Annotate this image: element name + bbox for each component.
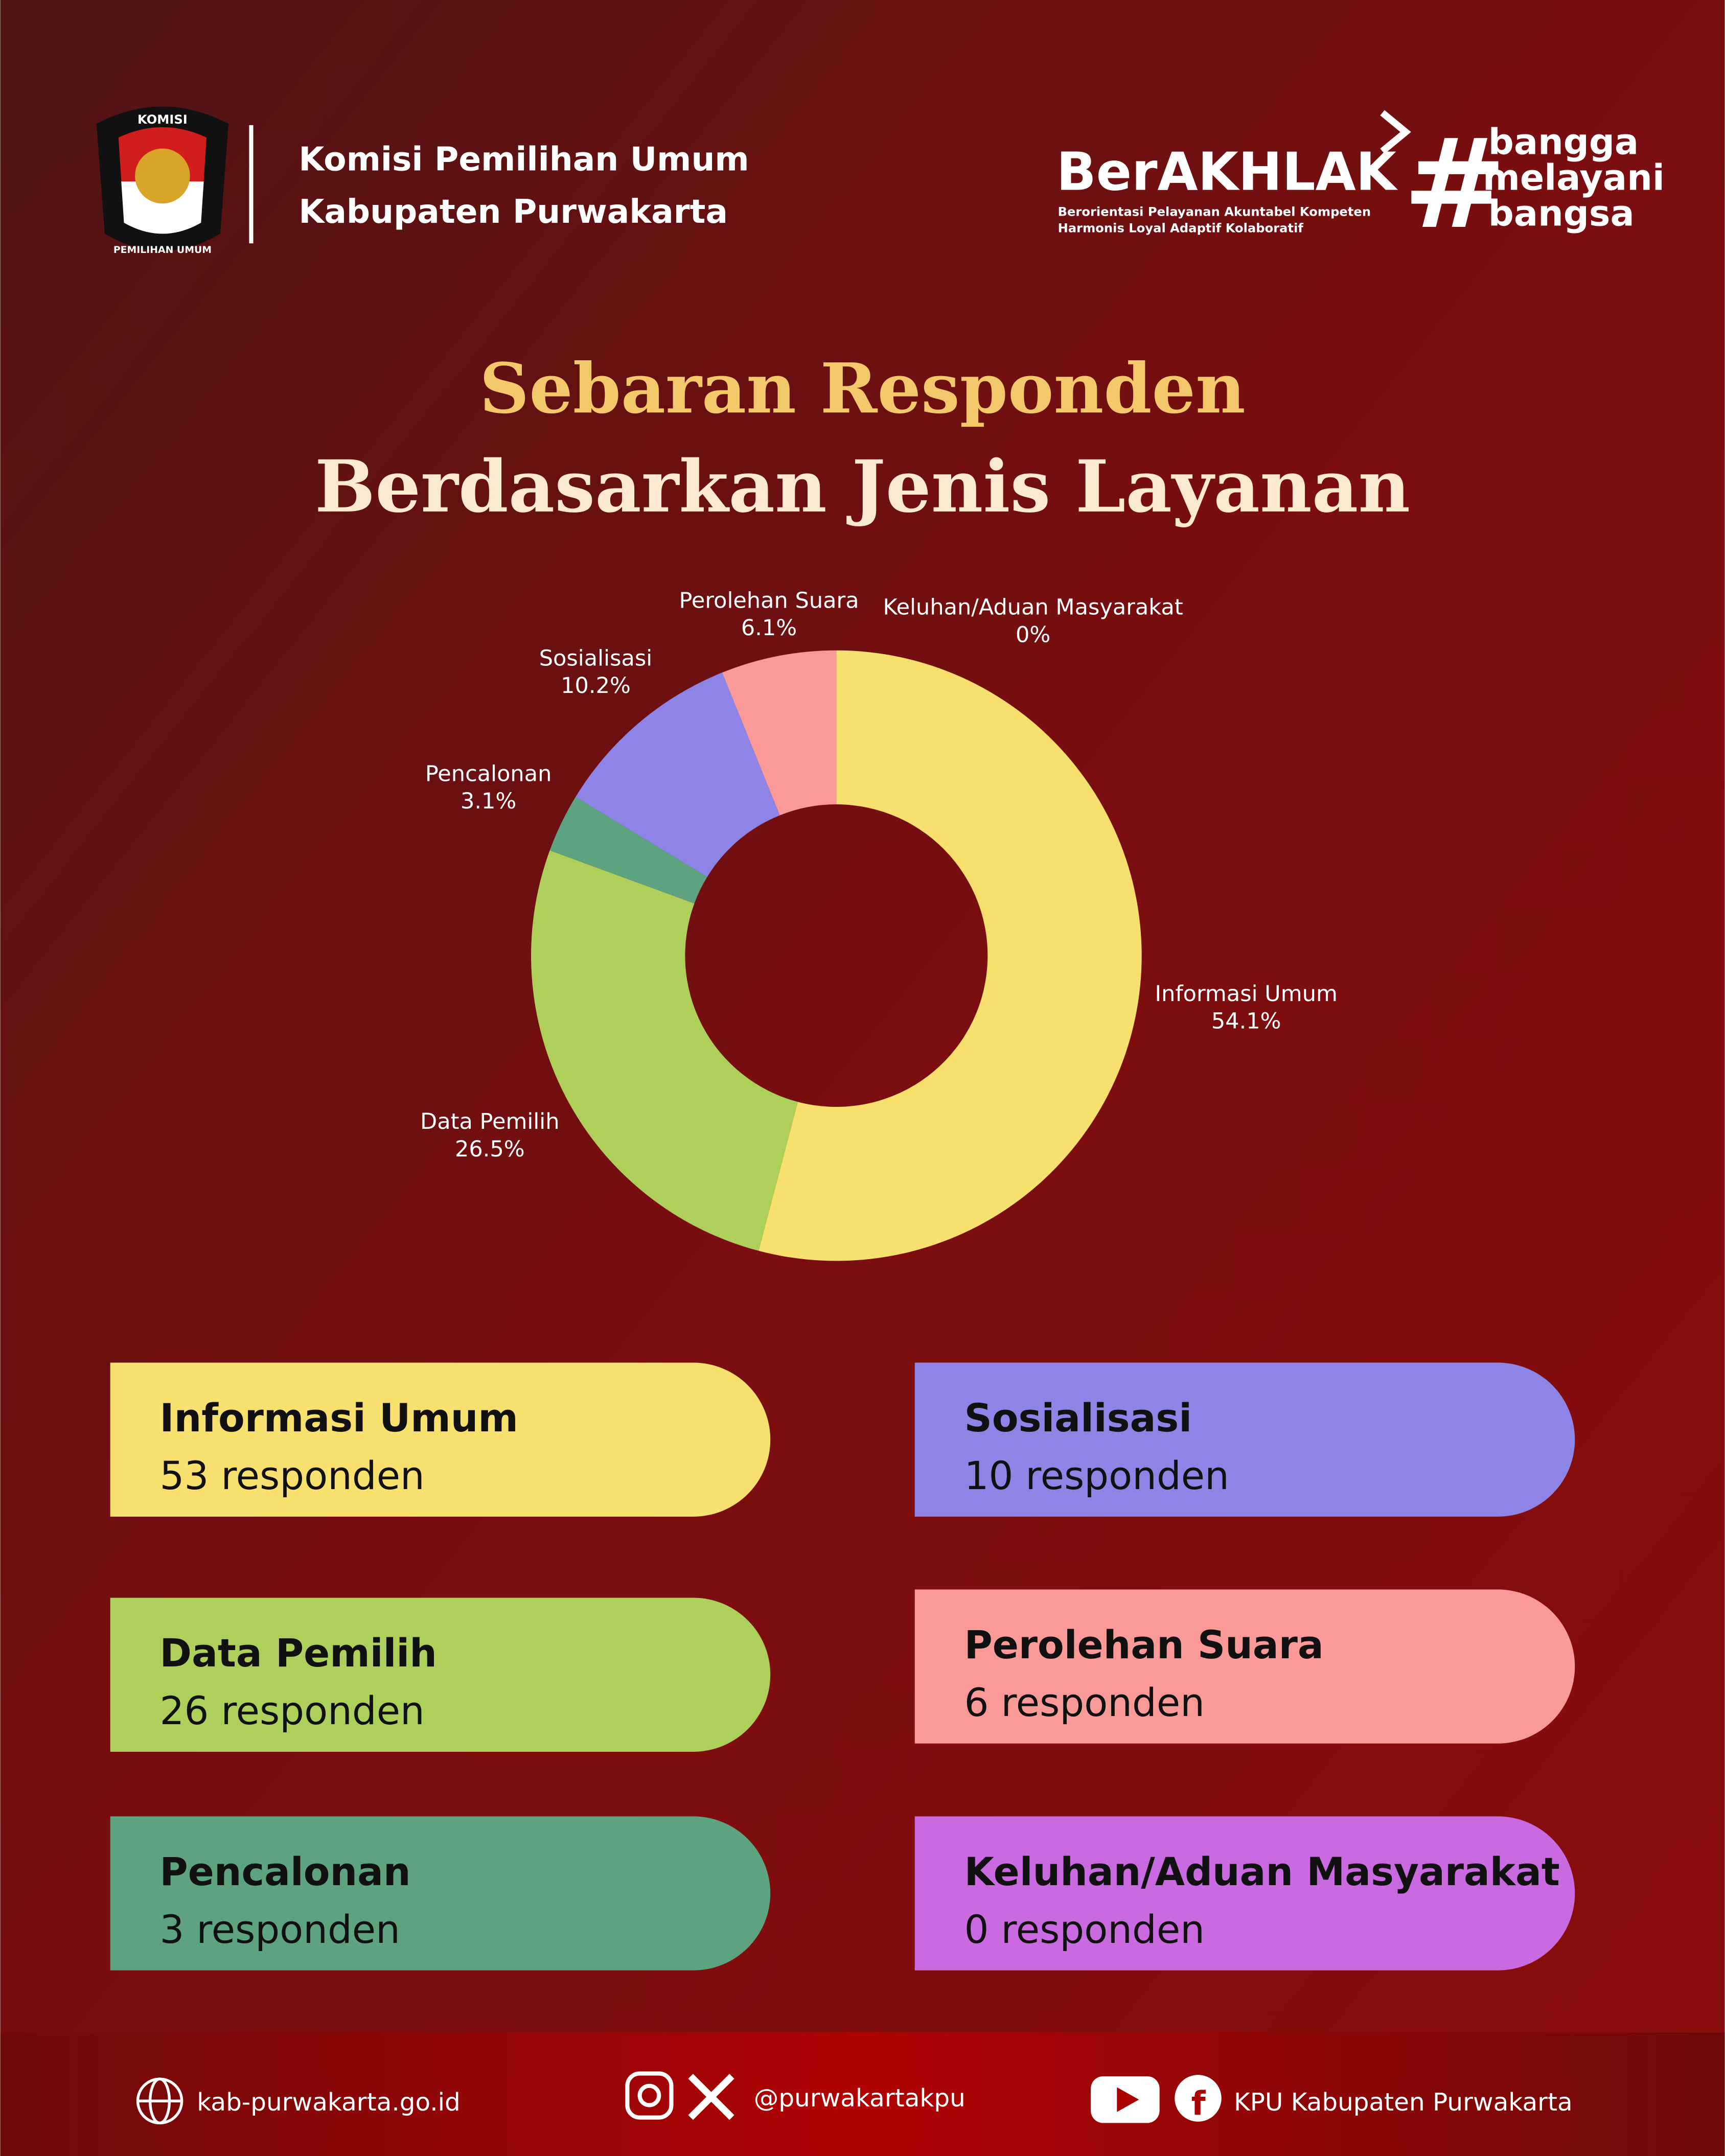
footer-bar [0,2032,1725,2156]
card-title: Data Pemilih [160,1631,437,1676]
org-line: Kabupaten Purwakarta [298,193,728,231]
instagram-icon [625,2071,674,2120]
slice-label: Perolehan Suara [679,588,859,613]
donut-slice [722,650,837,816]
card-title: Sosialisasi [964,1396,1192,1441]
brand-tagline: Berorientasi Pelayanan Akuntabel Kompete… [1058,204,1371,219]
card-title: Pencalonan [160,1849,411,1894]
footer-channel: KPU Kabupaten Purwakarta [1234,2088,1573,2117]
hashtag: melayani [1483,157,1665,198]
chart-subtitle: Berdasarkan Jenis Layanan [315,445,1410,528]
x-icon [688,2074,734,2120]
facebook-icon: f [1191,2084,1206,2123]
card-count: 0 responden [964,1907,1205,1952]
donut-slice [549,797,707,904]
card [110,1597,771,1752]
slice-label: Sosialisasi [539,645,653,671]
slice-label: Keluhan/Aduan Masyarakat [883,595,1183,620]
donut-slice [758,650,1142,1261]
cards: Informasi Umum 53 responden Sosialisasi 10 … [110,1362,1575,1970]
divider [249,125,254,244]
globe-icon [136,2077,183,2125]
card [110,1816,771,1970]
slice-value-label: 6.1% [741,615,797,641]
card [914,1589,1575,1744]
slice-label: Pencalonan [425,761,551,786]
card-count: 26 responden [160,1688,425,1733]
slice-value-label: 0% [1016,622,1050,648]
youtube-icon [1117,2087,1139,2112]
slice-value-label: 10.2% [561,673,631,699]
org-line: Komisi Pemilihan Umum [298,141,749,179]
donut-slice [531,850,798,1251]
slice-value-label: 3.1% [461,789,516,814]
slice-value-label: 54.1% [1211,1009,1281,1034]
instagram-icon [637,2083,661,2107]
logo: KOMISI PEMILIHAN UMUM [96,106,229,256]
facebook-icon [1175,2075,1222,2122]
card [110,1362,771,1517]
slice-label: Data Pemilih [420,1109,559,1134]
brand-mark [1380,110,1411,154]
card-count: 53 responden [160,1453,425,1498]
card-title: Keluhan/Aduan Masyarakat [964,1849,1560,1894]
slice-value-label: 26.5% [455,1137,525,1162]
card-count: 6 responden [964,1680,1205,1725]
card [914,1816,1575,1970]
footer-website: kab-purwakarta.go.id [197,2088,461,2117]
footer-social: @purwakartakpu [754,2084,965,2113]
brand-tagline: Harmonis Loyal Adaptif Kolaboratif [1058,221,1304,236]
card [914,1362,1575,1517]
card-title: Informasi Umum [160,1396,518,1441]
card-title: Perolehan Suara [964,1622,1324,1667]
hash: # [1403,112,1507,257]
slice-label: Informasi Umum [1155,981,1337,1007]
chart-title: Sebaran Responden [479,348,1246,429]
brand: BerAKHLAK [1056,142,1398,202]
card-count: 3 responden [160,1907,400,1952]
card-count: 10 responden [964,1453,1229,1498]
hashtag: bangga [1488,121,1639,163]
logo-bottom: PEMILIHAN UMUM [113,245,212,256]
donut-slice [576,673,780,877]
logo-top: KOMISI [137,112,188,127]
hashtag: bangsa [1488,193,1635,234]
